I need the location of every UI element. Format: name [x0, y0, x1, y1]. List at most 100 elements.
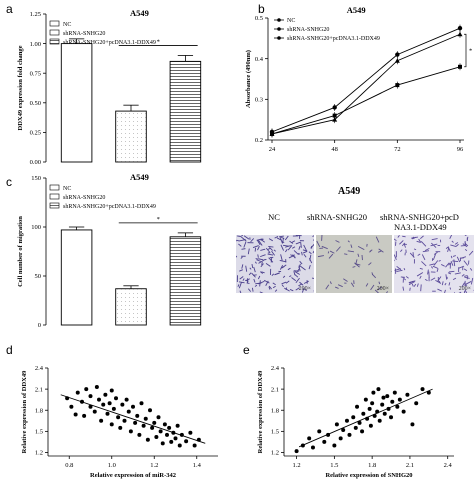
cell-mark: [253, 278, 256, 283]
chart-d-point-45: [167, 425, 172, 430]
chart-e-point-16: [357, 420, 362, 425]
chart-d-point-52: [184, 439, 189, 444]
chart-d-point-40: [156, 415, 161, 420]
cell-mark: [354, 262, 360, 268]
chart-d-point-18: [109, 388, 114, 393]
cell-mark: [450, 244, 457, 248]
cell-mark: [258, 239, 263, 246]
cell-mark: [451, 240, 454, 243]
cell-mark: [469, 267, 473, 271]
chart-b-x-tick-label: 96: [457, 146, 464, 153]
cell-mark: [239, 269, 243, 272]
cell-mark: [252, 245, 259, 248]
cell-mark: [365, 283, 369, 287]
panel-letter-c: c: [6, 175, 12, 189]
cell-mark: [272, 285, 276, 289]
cell-mark: [293, 250, 299, 255]
chart-b-title: A549: [347, 5, 366, 15]
cell-mark: [279, 235, 284, 238]
chart-c-bar-2: [169, 236, 202, 326]
chart-e-point-41: [410, 422, 415, 427]
micrograph-nc: 200×: [236, 235, 314, 293]
cell-mark: [433, 260, 439, 266]
cell-mark: [461, 274, 465, 277]
chart-d-point-9: [92, 409, 97, 414]
chart-e-y-tick-label: 2.4: [271, 365, 280, 372]
cell-mark: [377, 286, 382, 291]
chart-b-legend-label-1: shRNA-SNHG20: [287, 27, 329, 33]
cell-mark: [427, 269, 429, 275]
chart-d-point-53: [188, 430, 193, 435]
cell-mark: [268, 257, 274, 263]
chart-d-point-25: [124, 397, 129, 402]
cell-mark: [448, 282, 451, 286]
chart-e-y-tick-label: 1.2: [271, 450, 279, 457]
cell-mark: [255, 258, 259, 260]
cell-mark: [257, 240, 261, 246]
chart-e-point-12: [347, 432, 352, 437]
chart-d-point-16: [107, 401, 112, 406]
cell-mark: [371, 272, 374, 276]
chart-d-point-34: [143, 416, 148, 421]
chart-e-y-tick-label: 1.5: [271, 429, 279, 436]
cell-mark: [447, 272, 452, 275]
cell-mark: [256, 259, 261, 262]
cell-mark: [430, 277, 436, 281]
cell-mark: [409, 280, 414, 284]
cell-mark: [464, 276, 470, 279]
cell-mark: [308, 264, 311, 270]
chart-d-y-tick-label: 2.4: [35, 365, 44, 372]
scale-label: 200×: [458, 286, 471, 292]
cell-mark: [289, 240, 294, 244]
cell-mark: [303, 244, 307, 251]
cell-mark: [281, 264, 287, 269]
chart-b-series-line-2: [271, 33, 461, 135]
chart-d-x-tick-label: 1.2: [150, 462, 158, 469]
chart-d-point-8: [88, 404, 93, 409]
cell-mark: [464, 235, 468, 237]
cell-mark: [334, 286, 339, 289]
cell-mark: [312, 235, 314, 237]
chart-a-y-label: DDX49 expression fold change: [17, 45, 24, 130]
chart-d-point-13: [101, 402, 106, 407]
cell-mark: [279, 259, 287, 263]
chart-b-legend-marker-2: [277, 36, 281, 40]
chart-a-y-tick-label: 1.00: [30, 41, 41, 48]
chart-d-y-tick-label: 1.5: [35, 429, 43, 436]
chart-d-point-20: [114, 396, 118, 401]
chart-d-point-15: [105, 411, 110, 416]
cell-mark: [438, 260, 441, 262]
chart-d-point-49: [175, 423, 180, 428]
chart-d-point-29: [133, 420, 138, 425]
cell-mark: [445, 246, 449, 249]
cell-mark: [344, 253, 348, 255]
chart-a-bar-hatch-1: [115, 111, 147, 162]
chart-d-point-3: [75, 390, 80, 395]
cell-mark: [421, 261, 427, 267]
cell-mark: [375, 236, 380, 243]
cell-mark: [405, 276, 409, 279]
cell-mark: [453, 259, 456, 267]
cell-mark: [298, 283, 302, 287]
cell-mark: [317, 255, 324, 258]
cell-mark: [279, 264, 284, 270]
cell-mark: [260, 271, 264, 274]
chart-a-legend-label-nc: NC: [63, 22, 71, 28]
chart-b-legend-label-0: NC: [287, 18, 295, 24]
chart-e-point-34: [389, 415, 394, 420]
cell-mark: [241, 235, 244, 237]
chart-b-x-tick-label: 48: [331, 146, 338, 153]
cell-mark: [241, 248, 246, 250]
cell-mark: [299, 265, 306, 271]
cell-mark: [285, 280, 290, 284]
cell-mark: [402, 235, 406, 238]
panel-letter-a: a: [6, 2, 13, 16]
cell-mark: [343, 278, 348, 282]
cell-mark: [422, 250, 430, 253]
cell-mark: [461, 282, 465, 288]
cell-mark: [328, 253, 334, 259]
chart-d-point-26: [126, 409, 131, 414]
cell-mark: [261, 271, 265, 274]
cell-mark: [441, 264, 445, 267]
